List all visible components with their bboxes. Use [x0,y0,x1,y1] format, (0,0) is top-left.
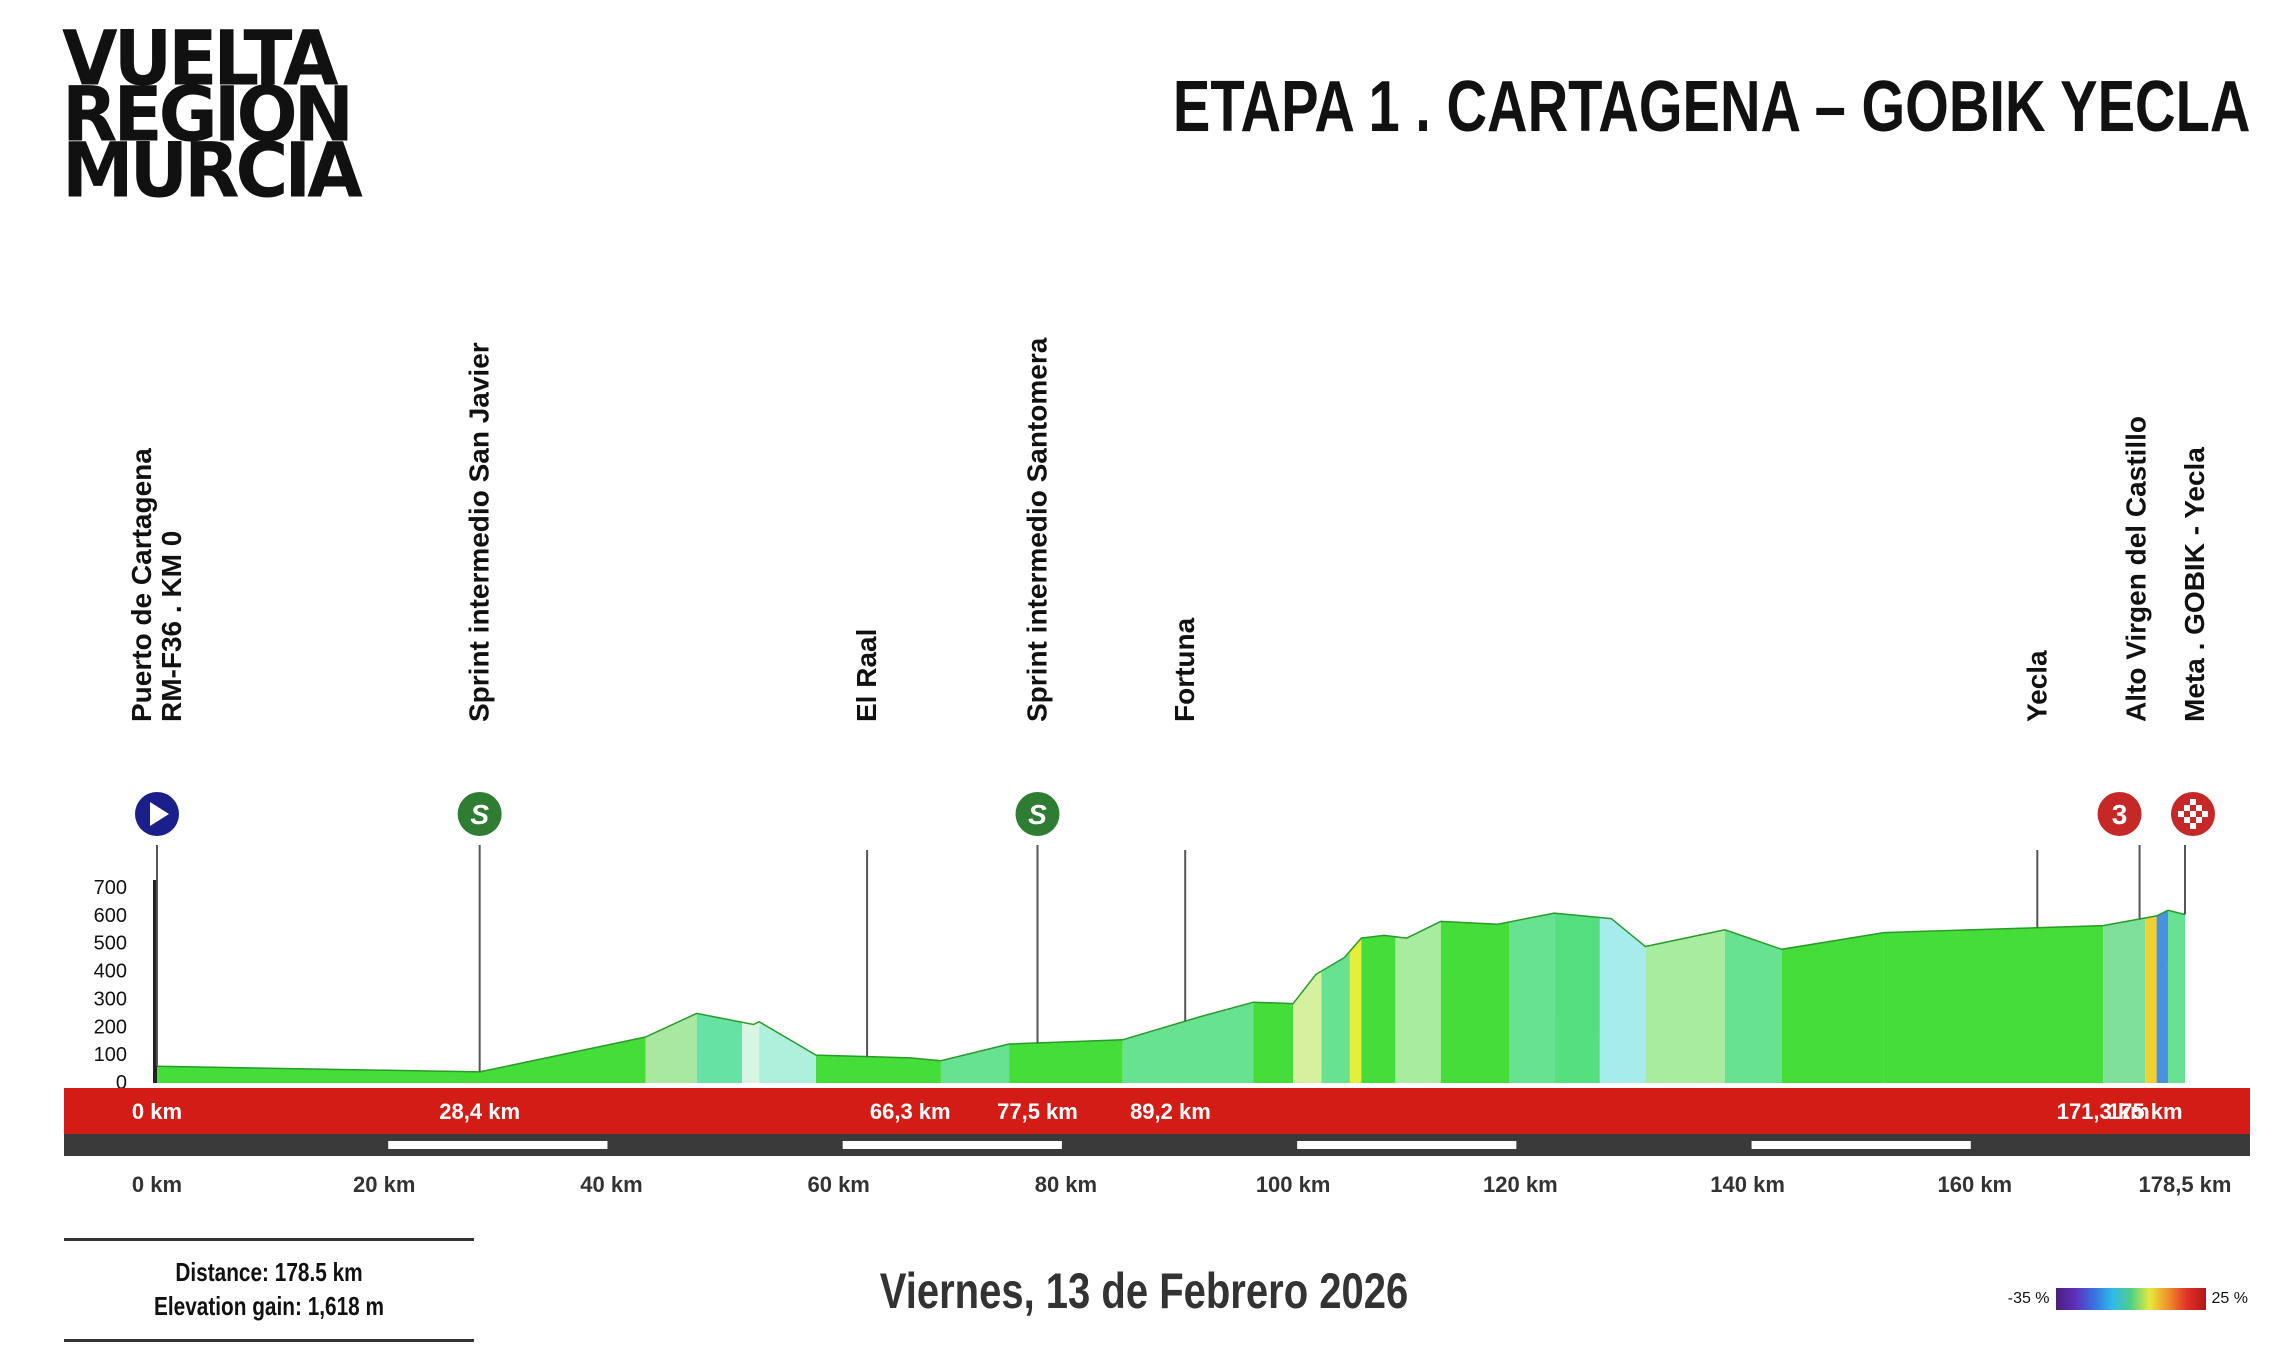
profile-segment-1 [645,1013,697,1083]
distance-text: Distance: 178.5 km [175,1257,363,1287]
profile-segment-20 [1724,929,1782,1083]
play-arrow-icon [150,802,169,826]
logo-line-3: MURCIA [62,125,363,215]
profile-segment-3 [742,1021,760,1083]
stage-date: Viernes, 13 de Febrero 2026 [879,1263,1409,1319]
waypoint-label: El Raal [851,629,882,722]
y-tick-label: 100 [94,1044,127,1066]
y-tick-label: 300 [94,988,127,1010]
x-tick-label: 40 km [580,1172,642,1197]
x-tick-label: 178,5 km [2139,1172,2232,1197]
scale-band [64,1134,2250,1156]
elevation-gain-text: Elevation gain: 1,618 m [153,1291,385,1321]
waypoint-label: Alto Virgen del Castillo [2121,416,2152,722]
profile-segment-19 [1645,929,1725,1083]
checker-square [2190,799,2196,805]
checker-square [2184,817,2190,823]
waypoint-label: Sprint intermedio San Javier [464,342,495,722]
profile-segment-4 [759,1021,816,1083]
profile-segment-5 [815,1055,941,1083]
stage-title: ETAPA 1 . CARTAGENA – GOBIK YECLA [1172,67,2250,147]
x-tick-label: 80 km [1035,1172,1097,1197]
gradient-legend: -35 % 25 % [2008,1284,2248,1314]
scale-bar-segment [1297,1141,1517,1149]
y-tick-label: 600 [94,905,127,927]
profile-segment-16 [1509,913,1555,1083]
gradient-color-bar [2055,1288,2206,1310]
scale-bar-segment [388,1141,608,1149]
waypoint-label: Fortuna [1169,617,1200,722]
legend-max-label: 25 % [2211,1290,2248,1307]
checker-square [2190,823,2196,829]
profile-segment-8 [1122,1002,1254,1083]
sprint-icon [1015,792,1060,836]
profile-segment-0 [157,1037,646,1083]
checker-square [2178,811,2184,817]
profile-segment-13 [1361,935,1396,1083]
kom-category-number: 3 [2112,799,2128,830]
profile-outline [156,909,2186,1073]
scale-bar-segment [1751,1141,1971,1149]
profile-segment-7 [1009,1039,1123,1083]
profile-segment-2 [696,1013,743,1083]
profile-segment-25 [2156,910,2168,1083]
legend-min-label: -35 % [2007,1290,2050,1307]
profile-segment-21 [1781,932,1884,1083]
x-tick-label: 140 km [1710,1172,1785,1197]
y-tick-label: 0 [116,1072,127,1094]
profile-segment-18 [1599,917,1646,1083]
checker-square [2190,811,2196,817]
waypoint-label: Puerto de Cartagena [126,448,157,722]
profile-segment-26 [2167,910,2185,1083]
sprint-icon [457,792,502,836]
x-tick-label: 20 km [353,1172,415,1197]
race-logo: VUELTA REGION MURCIA [62,13,442,215]
waypoint-label: RM-F36 . KM 0 [156,531,187,722]
ribbon-km-label: 175 km [2108,1099,2183,1124]
x-tick-label: 160 km [1938,1172,2013,1197]
checker-square [2196,817,2202,823]
scale-bar-segment [842,1141,1062,1149]
x-tick-label: 60 km [807,1172,869,1197]
profile-segment-23 [2103,917,2146,1083]
profile-segment-17 [1554,913,1600,1083]
checker-square [2202,811,2208,817]
y-tick-label: 500 [94,933,127,955]
x-tick-label: 100 km [1256,1172,1331,1197]
stage-info-box: Distance: 178.5 km Elevation gain: 1,618… [64,1238,474,1342]
ribbon-km-label: 28,4 km [439,1099,520,1124]
km-ribbon [64,1088,2250,1134]
x-tick-label: 120 km [1483,1172,1558,1197]
waypoint-label: Sprint intermedio Santomera [1022,337,1053,722]
ribbon-km-label: 89,2 km [1130,1099,1211,1124]
kom-category-icon [2097,792,2142,836]
profile-segment-11 [1321,951,1350,1083]
logo-line-2: REGION [62,69,354,159]
y-tick-label: 700 [94,877,127,899]
sprint-icon-letter: S [470,799,489,830]
ribbon-km-label: 171,3 km [2057,1099,2150,1124]
logo-line-1: VUELTA [62,13,339,103]
sprint-icon-letter: S [1028,799,1047,830]
y-tick-label: 400 [94,961,127,983]
waypoint-label: Yecla [2021,650,2052,722]
profile-segment-24 [2145,915,2157,1083]
x-tick-label: 0 km [132,1172,182,1197]
profile-segment-9 [1253,1002,1294,1083]
y-tick-label: 200 [94,1016,127,1038]
checker-square [2196,805,2202,811]
profile-segment-6 [940,1044,1010,1083]
ribbon-km-label: 0 km [132,1099,182,1124]
waypoint-label: Meta . GOBIK - Yecla [2179,447,2210,722]
profile-segment-14 [1395,921,1441,1083]
ribbon-km-label: 77,5 km [997,1099,1078,1124]
profile-segment-15 [1440,921,1509,1083]
profile-segment-12 [1349,938,1362,1083]
profile-segment-22 [1883,925,2104,1083]
profile-segment-10 [1293,971,1322,1083]
checker-square [2184,805,2190,811]
ribbon-km-label: 66,3 km [870,1099,951,1124]
